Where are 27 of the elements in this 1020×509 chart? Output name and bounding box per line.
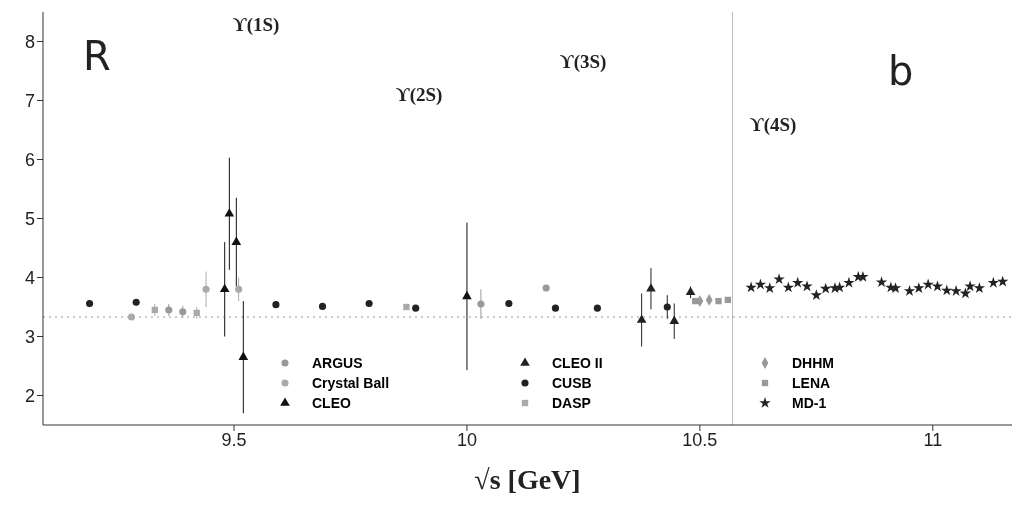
legend-label: DASP bbox=[552, 395, 591, 411]
y-tick-label: 6 bbox=[24, 149, 35, 170]
annotation: R bbox=[83, 33, 111, 79]
legend-label: DHHM bbox=[792, 355, 834, 371]
x-tick-label: 9.5 bbox=[221, 429, 247, 450]
legend-label: CUSB bbox=[552, 375, 592, 391]
legend-label: MD-1 bbox=[792, 395, 827, 411]
legend-label: CLEO II bbox=[552, 355, 603, 371]
y-tick-label: 3 bbox=[24, 326, 35, 347]
x-tick-label: 11 bbox=[923, 429, 943, 450]
y-tick-label: 8 bbox=[24, 31, 35, 52]
legend-label: LENA bbox=[792, 375, 831, 391]
legend-label: CLEO bbox=[312, 395, 351, 411]
annotation: ϒ(4S) bbox=[750, 114, 797, 136]
y-tick-label: 4 bbox=[24, 267, 35, 288]
x-tick-label: 10 bbox=[456, 429, 477, 450]
annotation: ϒ(2S) bbox=[396, 84, 443, 106]
x-axis-title: √s [GeV] bbox=[474, 464, 581, 495]
legend-label: Crystal Ball bbox=[312, 375, 390, 391]
y-tick-label: 7 bbox=[24, 90, 35, 111]
x-tick-label: 10.5 bbox=[682, 429, 718, 450]
y-tick-label: 2 bbox=[24, 385, 35, 406]
legend-label: ARGUS bbox=[312, 355, 363, 371]
y-tick-label: 5 bbox=[24, 208, 35, 229]
annotation: b bbox=[888, 48, 914, 94]
annotation: ϒ(3S) bbox=[560, 51, 607, 73]
annotation: ϒ(1S) bbox=[233, 14, 280, 36]
